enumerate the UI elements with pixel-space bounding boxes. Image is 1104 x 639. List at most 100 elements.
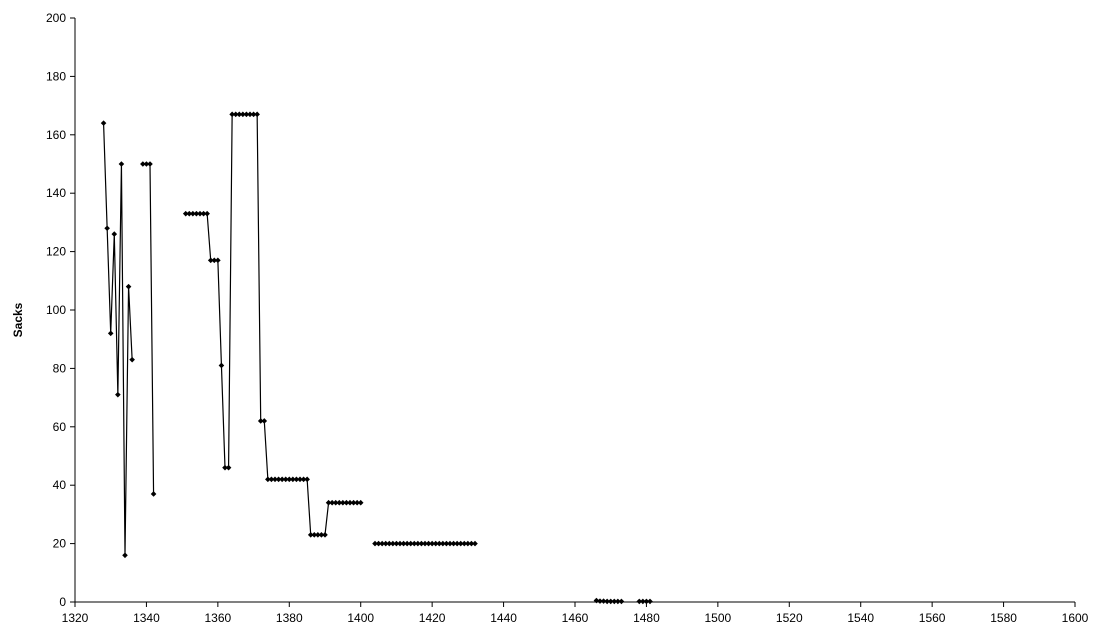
x-tick-label: 1500 <box>705 611 732 625</box>
data-point <box>215 257 221 264</box>
y-tick-label: 160 <box>46 128 66 142</box>
x-tick-label: 1580 <box>990 611 1017 625</box>
data-point <box>440 540 446 547</box>
data-point <box>347 499 353 506</box>
data-point <box>297 476 303 483</box>
y-tick-label: 100 <box>46 303 66 317</box>
y-axis-title: Sacks <box>11 302 25 337</box>
data-point <box>268 476 275 483</box>
data-point <box>236 111 243 118</box>
data-point <box>250 111 257 118</box>
data-point <box>204 210 210 217</box>
data-point <box>122 552 128 559</box>
data-point <box>386 540 393 547</box>
data-point <box>600 598 607 604</box>
x-tick-label: 1460 <box>562 611 589 625</box>
data-point <box>200 210 207 217</box>
data-point <box>300 476 307 483</box>
data-point <box>304 476 310 483</box>
y-tick-label: 120 <box>46 245 66 259</box>
data-point <box>350 499 357 506</box>
x-tick-label: 1380 <box>276 611 303 625</box>
data-point <box>286 476 293 483</box>
x-tick-label: 1440 <box>490 611 517 625</box>
sacks-series <box>100 111 653 605</box>
data-point <box>315 532 321 538</box>
data-point <box>129 356 135 363</box>
data-point <box>415 540 421 547</box>
data-point <box>254 111 260 118</box>
data-point <box>372 540 378 547</box>
data-point <box>225 464 232 471</box>
data-point <box>332 499 339 506</box>
data-point <box>643 598 650 605</box>
x-tick-label: 1520 <box>776 611 803 625</box>
data-point <box>143 161 150 167</box>
data-point <box>107 330 114 337</box>
data-point <box>290 476 296 483</box>
data-point <box>182 210 189 217</box>
data-point <box>272 476 278 483</box>
data-point <box>393 540 400 547</box>
data-point <box>207 257 214 264</box>
data-point <box>261 418 268 424</box>
series-line-segment <box>142 163 155 494</box>
data-point <box>257 418 264 424</box>
data-point <box>229 111 235 118</box>
data-point <box>443 540 450 547</box>
data-point <box>343 499 350 506</box>
data-point <box>468 540 475 547</box>
y-tick-label: 180 <box>46 69 66 83</box>
data-point <box>436 540 443 547</box>
data-point <box>125 283 132 290</box>
data-point <box>336 499 343 506</box>
data-point <box>307 532 314 538</box>
data-point <box>240 111 246 118</box>
data-point <box>422 540 428 547</box>
x-tick-label: 1600 <box>1062 611 1089 625</box>
y-axis: 0 20 40 60 80 100 120 140 160 180 200 <box>46 11 76 609</box>
data-point <box>265 476 271 483</box>
y-tick-label: 40 <box>53 478 67 492</box>
x-axis: 1320 1340 1360 1380 1400 1420 1440 1460 1480 1500… <box>62 601 1089 625</box>
data-point <box>404 540 410 547</box>
data-point <box>186 210 193 217</box>
data-point <box>211 257 218 264</box>
data-point <box>190 210 196 217</box>
data-point <box>357 499 364 506</box>
data-point <box>279 476 285 483</box>
data-point <box>222 464 228 471</box>
data-point <box>618 598 625 605</box>
data-point <box>150 491 157 497</box>
x-tick-label: 1540 <box>847 611 874 625</box>
data-point <box>604 598 610 605</box>
series-line-segment <box>102 123 133 556</box>
data-point <box>425 540 432 547</box>
x-tick-label: 1420 <box>419 611 446 625</box>
x-tick-label: 1400 <box>347 611 374 625</box>
data-point <box>636 598 643 605</box>
data-point <box>247 111 253 118</box>
data-point <box>429 540 435 547</box>
data-point <box>382 540 389 547</box>
data-point <box>318 532 325 538</box>
data-point <box>447 540 453 547</box>
data-point <box>322 532 328 538</box>
data-point <box>193 210 200 217</box>
data-point <box>607 598 614 605</box>
x-tick-label: 1360 <box>205 611 232 625</box>
x-tick-label: 1320 <box>62 611 89 625</box>
data-point <box>465 540 471 547</box>
data-point <box>100 120 107 126</box>
data-point <box>325 499 332 506</box>
data-point <box>379 540 385 547</box>
data-point <box>400 540 407 547</box>
data-point <box>147 161 153 167</box>
data-point <box>432 540 439 547</box>
data-point <box>472 540 478 547</box>
data-point <box>397 540 403 547</box>
series-line-segment <box>185 113 361 536</box>
data-point <box>140 161 146 167</box>
data-point <box>390 540 396 547</box>
